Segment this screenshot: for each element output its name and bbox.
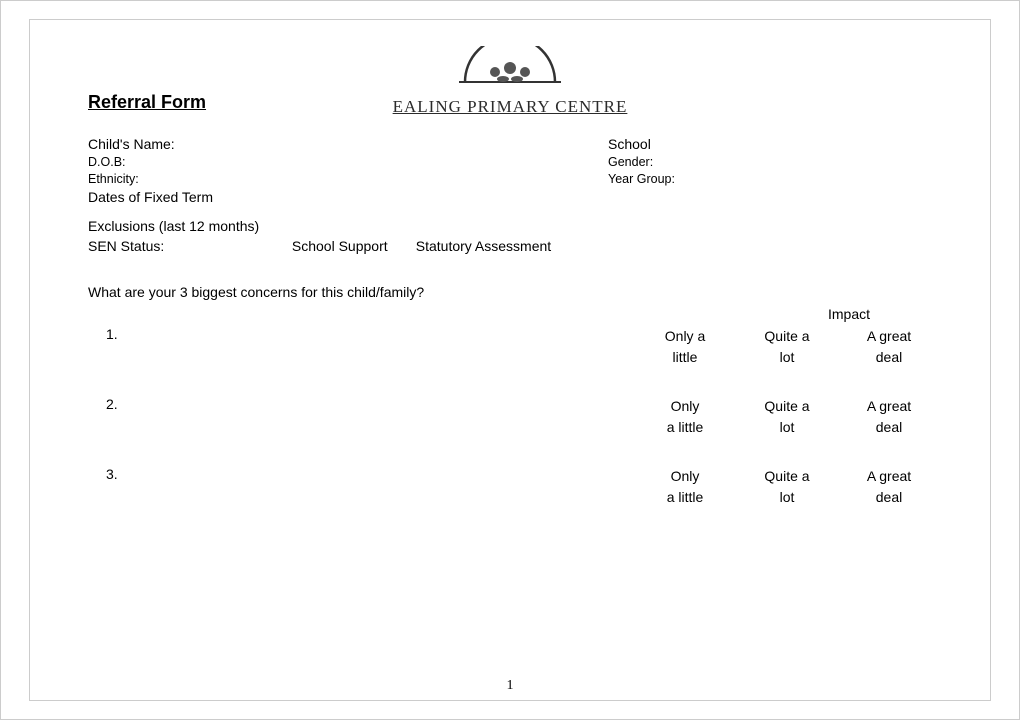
concern-row: 3. Onlya little Quite alot A greatdeal [88,466,932,508]
header-logo-block: EALING PRIMARY CENTRE [30,46,990,117]
school-label: School [608,135,932,154]
scale-option: Only alittle [642,326,728,368]
sen-option-school-support: School Support [292,237,412,256]
impact-scale: Onlya little Quite alot A greatdeal [642,466,932,508]
sen-option-statutory: Statutory Assessment [416,237,551,256]
impact-scale: Onlya little Quite alot A greatdeal [642,396,932,438]
exclusions-label: Exclusions (last 12 months) [88,217,932,236]
scale-option: Quite alot [744,326,830,368]
concern-number: 1. [88,326,134,342]
document-page: EALING PRIMARY CENTRE Referral Form Chil… [0,0,1020,720]
page-frame: EALING PRIMARY CENTRE Referral Form Chil… [29,19,991,701]
org-logo [395,46,625,92]
scale-option: A greatdeal [846,466,932,508]
fixed-term-label: Dates of Fixed Term [88,188,932,207]
impact-heading: Impact [88,306,932,322]
scale-option: Onlya little [642,466,728,508]
org-name: EALING PRIMARY CENTRE [30,97,990,117]
concern-row: 1. Only alittle Quite alot A greatdeal [88,326,932,368]
scale-option: A greatdeal [846,326,932,368]
gender-label: Gender: [608,154,932,171]
scale-option: A greatdeal [846,396,932,438]
sen-status-row: SEN Status: School Support Statutory Ass… [88,237,932,256]
year-group-label: Year Group: [608,171,932,188]
page-number: 1 [30,678,990,694]
impact-scale: Only alittle Quite alot A greatdeal [642,326,932,368]
scale-option: Quite alot [744,396,830,438]
basic-fields: Child's Name: School D.O.B: Gender: Ethn… [88,135,932,256]
concern-row: 2. Onlya little Quite alot A greatdeal [88,396,932,438]
scale-option: Quite alot [744,466,830,508]
child-name-label: Child's Name: [88,135,608,154]
concern-number: 2. [88,396,134,412]
scale-option: Onlya little [642,396,728,438]
concerns-question: What are your 3 biggest concerns for thi… [88,284,932,300]
dob-label: D.O.B: [88,154,608,171]
sen-status-label: SEN Status: [88,237,288,256]
ethnicity-label: Ethnicity: [88,171,608,188]
concern-number: 3. [88,466,134,482]
